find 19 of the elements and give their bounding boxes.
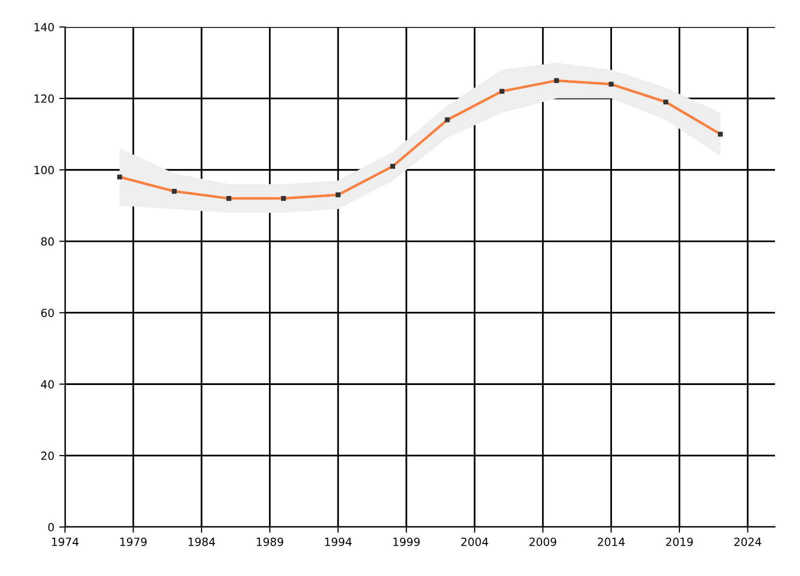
x-tick-label: 1974 [52, 538, 79, 546]
y-tick-label: 40 [40, 380, 54, 389]
y-tick-label: 60 [41, 308, 54, 318]
x-tick-label: 1994 [325, 538, 352, 546]
x-tick-label: 1979 [120, 538, 147, 546]
y-tick-label: 0 [48, 522, 54, 532]
y-tick-label: 80 [41, 237, 54, 246]
x-tick-label: 2019 [666, 538, 693, 546]
x-tick-label: 2009 [530, 538, 556, 546]
y-tick-label: 20 [41, 452, 54, 460]
y-tick-label: 140 [34, 22, 54, 32]
y-tick-label: 120 [34, 94, 54, 103]
x-tick-label: 1984 [188, 538, 216, 546]
x-tick-label: 2014 [598, 538, 625, 546]
y-tick-label: 100 [34, 166, 54, 174]
x-tick-label: 1989 [256, 538, 284, 546]
x-tick-label: 2004 [461, 538, 488, 546]
x-tick-label: 1999 [393, 538, 420, 546]
x-tick-label: 2024 [734, 538, 762, 546]
